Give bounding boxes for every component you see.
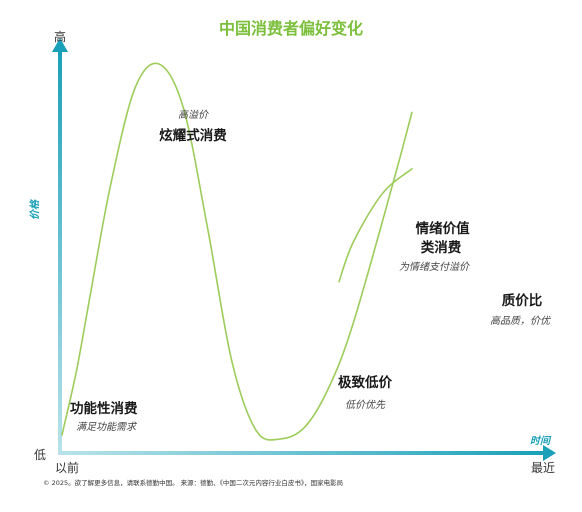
y-axis-line xyxy=(58,48,62,455)
axes xyxy=(52,38,556,461)
stage-emotional: 情绪价值 类消费 为情绪支付溢价 xyxy=(399,220,475,273)
stage-label-emotional-line1: 情绪价值 xyxy=(416,220,470,237)
stage-sub-value: 高品质，价优 xyxy=(490,315,552,327)
x-axis-line xyxy=(58,451,545,455)
stage-value: 质价比 高品质，价优 xyxy=(490,292,552,327)
stage-showoff: 高溢价 炫耀式消费 xyxy=(159,109,227,144)
stage-label-emotional: 情绪价值 类消费 xyxy=(416,220,475,256)
x-axis-start-label: 以前 xyxy=(55,460,79,475)
y-axis-title: 价格 xyxy=(29,199,41,220)
y-axis-high-label: 高 xyxy=(54,29,66,44)
preference-curve-1 xyxy=(61,62,413,441)
chart-title: 中国消费者偏好变化 xyxy=(219,19,363,38)
stage-sub-showoff: 高溢价 xyxy=(178,109,209,121)
stage-label-showoff: 炫耀式消费 xyxy=(159,127,227,144)
x-axis-title: 时间 xyxy=(530,435,552,447)
stage-sub-functional: 满足功能需求 xyxy=(76,421,138,433)
stage-functional: 功能性消费 满足功能需求 xyxy=(70,400,138,433)
y-axis-arrow xyxy=(52,38,68,52)
curves xyxy=(61,62,413,441)
stage-sub-emotional: 为情绪支付溢价 xyxy=(399,261,470,273)
footer-note: © 2025。欲了解更多信息，请联系德勤中国。 来源：德勤、《中国二次元内容行业… xyxy=(43,478,343,487)
stage-label-lowprice: 极致低价 xyxy=(338,374,392,391)
stage-label-emotional-line2: 类消费 xyxy=(421,239,462,256)
preference-curve-2 xyxy=(338,168,413,283)
stage-sub-lowprice: 低价优先 xyxy=(345,399,386,411)
y-axis-low-label: 低 xyxy=(34,448,46,462)
x-axis-arrow xyxy=(543,445,556,461)
stage-lowprice: 极致低价 低价优先 xyxy=(338,374,392,411)
stage-label-functional: 功能性消费 xyxy=(70,400,138,417)
x-axis-end-label: 最近 xyxy=(531,461,555,475)
stage-label-value: 质价比 xyxy=(502,292,543,309)
